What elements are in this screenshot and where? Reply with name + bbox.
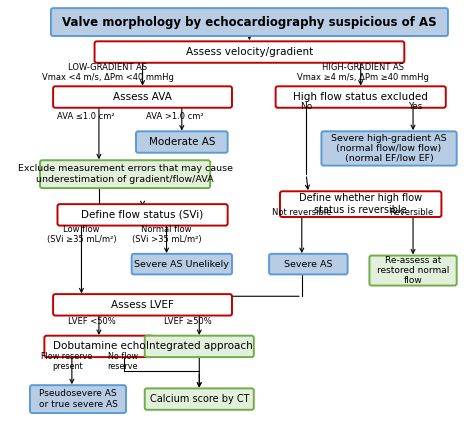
FancyBboxPatch shape [269,254,347,274]
Text: Define flow status (SVi): Define flow status (SVi) [82,210,204,220]
FancyBboxPatch shape [40,160,210,188]
Text: Integrated approach: Integrated approach [146,342,253,352]
FancyBboxPatch shape [51,8,448,36]
Text: Severe high-gradient AS
(normal flow/low flow)
(normal EF/low EF): Severe high-gradient AS (normal flow/low… [331,134,447,163]
FancyBboxPatch shape [369,256,456,286]
Text: Valve morphology by echocardiography suspicious of AS: Valve morphology by echocardiography sus… [62,16,437,29]
FancyBboxPatch shape [321,132,456,166]
Text: Define whether high flow
status is reversible: Define whether high flow status is rever… [299,193,422,215]
Text: High flow status excluded: High flow status excluded [293,92,428,102]
Text: Dobutamine echo: Dobutamine echo [53,342,145,352]
FancyBboxPatch shape [136,132,228,153]
FancyBboxPatch shape [30,385,126,413]
Text: No flow
reserve: No flow reserve [108,352,138,371]
Text: Flow reserve
present: Flow reserve present [41,352,93,371]
FancyBboxPatch shape [53,86,232,108]
Text: AVA >1.0 cm²: AVA >1.0 cm² [146,112,204,121]
FancyBboxPatch shape [45,335,154,357]
Text: Exclude measurement errors that may cause
underestimation of gradient/flow/AVA: Exclude measurement errors that may caus… [18,164,233,184]
Text: Severe AS: Severe AS [284,260,333,269]
Text: Assess AVA: Assess AVA [113,92,172,102]
Text: LOW-GRADIENT AS
Vmax <4 m/s, ΔPm <40 mmHg: LOW-GRADIENT AS Vmax <4 m/s, ΔPm <40 mmH… [42,62,173,82]
Text: Normal flow
(SVi >35 mL/m²): Normal flow (SVi >35 mL/m²) [132,225,201,243]
FancyBboxPatch shape [94,41,404,63]
Text: Reversible: Reversible [389,208,433,217]
Text: No: No [300,102,312,112]
FancyBboxPatch shape [132,254,232,274]
FancyBboxPatch shape [280,191,441,217]
Text: LVEF <50%: LVEF <50% [68,317,115,326]
Text: Re-assess at
restored normal
flow: Re-assess at restored normal flow [377,256,449,286]
FancyBboxPatch shape [145,335,254,357]
FancyBboxPatch shape [275,86,446,108]
Text: Not reversible: Not reversible [272,208,331,217]
FancyBboxPatch shape [57,204,228,226]
Text: Assess velocity/gradient: Assess velocity/gradient [186,47,313,57]
Text: Severe AS Unelikely: Severe AS Unelikely [135,260,229,269]
Text: Yes: Yes [408,102,422,112]
Text: Assess LVEF: Assess LVEF [111,300,174,310]
FancyBboxPatch shape [53,294,232,316]
Text: HIGH-GRADIENT AS
Vmax ≥4 m/s, ΔPm ≥40 mmHg: HIGH-GRADIENT AS Vmax ≥4 m/s, ΔPm ≥40 mm… [297,62,429,82]
Text: AVA ≤1.0 cm²: AVA ≤1.0 cm² [57,112,115,121]
Text: Low flow
(SVi ≥35 mL/m²): Low flow (SVi ≥35 mL/m²) [46,225,116,243]
FancyBboxPatch shape [145,388,254,410]
Text: Calcium score by CT: Calcium score by CT [149,394,249,404]
Text: Pseudosevere AS
or true severe AS: Pseudosevere AS or true severe AS [38,389,118,409]
Text: Moderate AS: Moderate AS [148,137,215,147]
Text: LVEF ≥50%: LVEF ≥50% [164,317,212,326]
